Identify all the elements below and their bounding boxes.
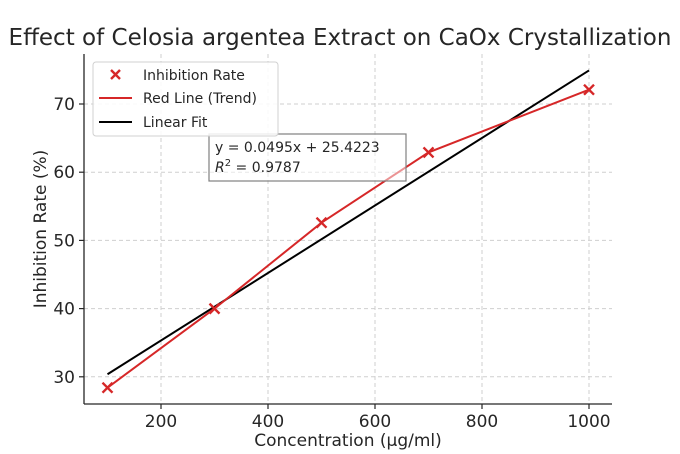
x-tick-label: 400	[252, 412, 284, 432]
series	[101, 69, 595, 394]
legend-label: Inhibition Rate	[143, 68, 245, 84]
fit-annotation: y = 0.0495x + 25.4223 R2 = 0.9787	[208, 133, 407, 182]
axes	[83, 54, 612, 405]
r2-prefix: R	[215, 160, 225, 176]
y-tick-label: 60	[53, 163, 75, 183]
y-tick-label: 50	[53, 231, 75, 251]
legend-label: Linear Fit	[143, 115, 208, 131]
r2-value: = 0.9787	[231, 160, 301, 176]
x-tick-label: 800	[466, 412, 498, 432]
chart-title: Effect of Celosia argentea Extract on Ca…	[9, 25, 672, 51]
data-point	[315, 216, 328, 229]
x-tick-label: 200	[145, 412, 177, 432]
legend-label: Red Line (Trend)	[143, 91, 257, 107]
r2-superscript: 2	[225, 158, 231, 169]
x-ticks: 200 400 600 800 1000	[145, 404, 611, 432]
x-tick-label: 600	[359, 412, 391, 432]
data-point	[208, 302, 221, 315]
annotation-r2: R2 = 0.9787	[215, 158, 301, 176]
x-tick-label: 1000	[567, 412, 610, 432]
legend: Inhibition Rate Red Line (Trend) Linear …	[92, 61, 279, 137]
annotation-box	[208, 133, 407, 182]
legend-item-inhibition-rate: Inhibition Rate	[110, 68, 245, 84]
x-marker-icon	[110, 69, 121, 80]
y-tick-label: 70	[53, 95, 75, 115]
data-point	[101, 381, 114, 394]
y-tick-label: 40	[53, 300, 75, 320]
x-axis-label: Concentration (µg/ml)	[254, 431, 442, 451]
annotation-equation: y = 0.0495x + 25.4223	[215, 140, 380, 156]
data-point	[583, 83, 595, 96]
data-point	[422, 146, 435, 159]
y-axis-label: Inhibition Rate (%)	[31, 150, 51, 309]
y-ticks: 30 40 50 60 70	[53, 95, 84, 388]
legend-box	[92, 61, 279, 137]
y-tick-label: 30	[53, 368, 75, 388]
legend-item-red-line: Red Line (Trend)	[99, 91, 257, 107]
legend-item-linear-fit: Linear Fit	[99, 115, 208, 131]
